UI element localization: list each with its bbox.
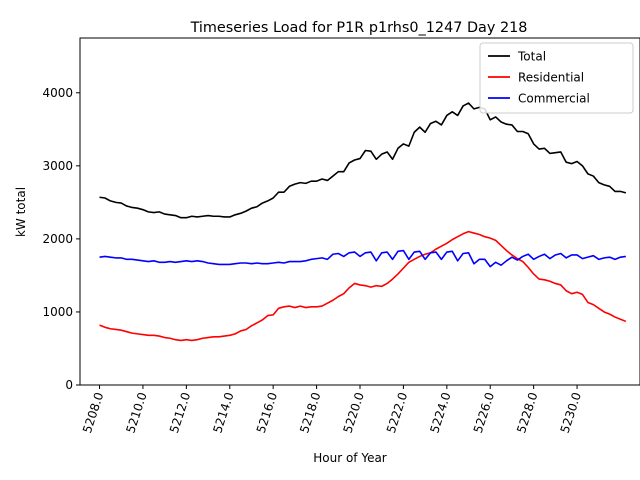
y-tick-label: 3000 [42, 159, 73, 173]
x-axis-label: Hour of Year [313, 451, 387, 465]
y-axis-label: kW total [14, 187, 28, 237]
legend-label-total: Total [517, 50, 546, 64]
legend-label-commercial: Commercial [518, 92, 590, 106]
y-tick-label: 1000 [42, 305, 73, 319]
series-line-total [99, 102, 627, 219]
legend-label-residential: Residential [518, 71, 584, 85]
series-line-residential [99, 230, 627, 342]
plot-area [79, 37, 640, 386]
series-layer [99, 102, 627, 342]
series-line-commercial [99, 249, 626, 268]
y-axis: 0 1000 2000 3000 4000 [42, 86, 80, 392]
legend-box [479, 42, 634, 114]
y-tick-label: 2000 [42, 232, 73, 246]
legend: Total Residential Commercial [479, 42, 634, 114]
chart-title: Timeseries Load for P1R p1rhs0_1247 Day … [190, 20, 528, 36]
y-tick-label: 0 [65, 378, 73, 392]
y-tick-label: 4000 [42, 86, 73, 100]
